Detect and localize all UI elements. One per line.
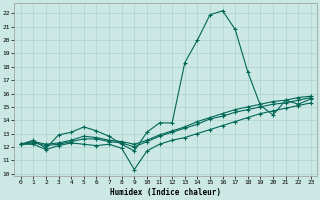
- X-axis label: Humidex (Indice chaleur): Humidex (Indice chaleur): [110, 188, 221, 197]
